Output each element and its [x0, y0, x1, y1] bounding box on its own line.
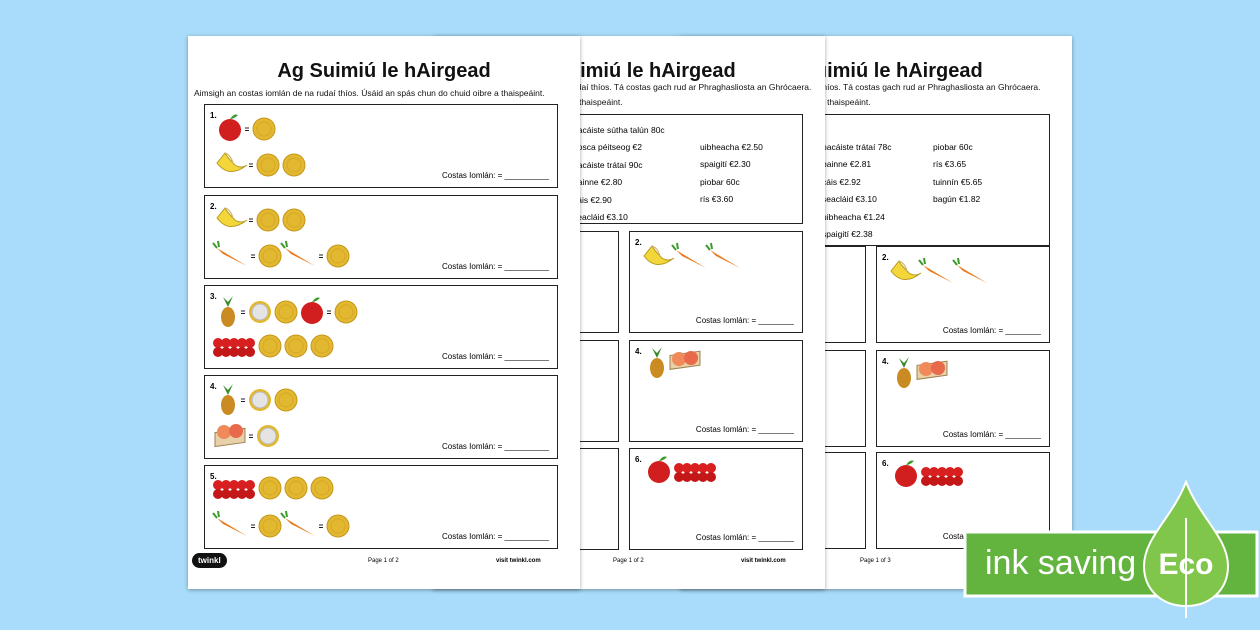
price-item: pacáiste trátaí 78c — [822, 142, 892, 152]
price-item: piobar 60c — [700, 176, 740, 187]
site-link: visit twinkl.com — [496, 558, 541, 564]
pictures — [890, 257, 987, 283]
pictures — [643, 242, 740, 268]
pictures — [212, 476, 350, 538]
price-item: tuinnín €5.65 — [933, 176, 983, 187]
total-cost: Costas Iomlán: = __________ — [442, 532, 549, 541]
question-number: 2. — [882, 253, 889, 262]
total-cost: Costas Iomlán: = ________ — [695, 533, 794, 542]
total-cost: Costas Iomlán: = __________ — [442, 262, 549, 271]
price-item: cáis €2.90 — [573, 194, 612, 205]
price-item: bagún €1.82 — [933, 194, 981, 205]
question-box: 5. Costas Iomlán: = __________ — [204, 465, 558, 549]
badge-text: ink saving — [985, 544, 1136, 582]
page-number: Page 1 of 2 — [368, 558, 399, 564]
question-box: 3. Costas Iomlán: = __________ — [204, 285, 558, 369]
price-item: bainne €2.81 — [822, 159, 872, 170]
price-item: spaigití €2.38 — [822, 229, 873, 240]
instructions: a thaispeáint. — [820, 97, 871, 107]
price-item: uibheacha €2.50 — [700, 142, 763, 152]
question-box: 2. Costas Iomlán: = __________ — [204, 195, 558, 279]
price-item: uibheacha €1.24 — [822, 211, 885, 222]
question-number: 2. — [210, 202, 217, 211]
price-item: pacáiste trátaí 90c — [573, 159, 643, 170]
price-column: pacáiste sútha talún 80c bosca péitseog €… — [573, 122, 665, 226]
question-number: 6. — [882, 459, 889, 468]
question-number: 6. — [635, 455, 642, 464]
total-cost: Costas Iomlán: = ________ — [695, 316, 794, 325]
price-item: piobar 60c — [933, 142, 973, 152]
question-number: 4. — [635, 347, 642, 356]
question-box: 4. Costas Iomlán: = ________ — [629, 340, 803, 442]
question-box: 2. Costas Iomlán: = ________ — [876, 246, 1050, 343]
instructions: udaí thíos. Tá costas gach rud ar Phragh… — [572, 82, 812, 92]
page-title: Ag Suimiú le hAirgead — [277, 60, 491, 82]
total-cost: Costas Iomlán: = ________ — [942, 326, 1041, 335]
question-box: 6. Costas Iomlán: = ________ — [629, 448, 803, 550]
question-box: 4. Costas Iomlán: = __________ — [204, 375, 558, 459]
question-number: 5. — [210, 472, 217, 481]
page-number: Page 1 of 3 — [860, 558, 891, 564]
question-number: 4. — [882, 357, 889, 366]
question-box: 4. Costas Iomlán: = ________ — [876, 350, 1050, 447]
pictures — [213, 296, 358, 358]
price-column: uibheacha €2.50 spaigití €2.30 piobar 60c r… — [700, 139, 763, 209]
question-box: 1. Costas Iomlán: = __________ — [204, 104, 558, 188]
price-item: bosca péitseog €2 — [573, 142, 642, 153]
pictures — [648, 456, 716, 483]
badge-label: Eco — [1158, 548, 1213, 581]
pictures — [650, 347, 701, 378]
question-number: 2. — [635, 238, 642, 247]
instructions: a thaispeáint. — [572, 97, 623, 107]
total-cost: Costas Iomlán: = ________ — [695, 425, 794, 434]
pictures — [897, 357, 948, 388]
total-cost: Costas Iomlán: = __________ — [442, 171, 549, 180]
price-item: cáis €2.92 — [822, 176, 861, 187]
price-item: spaigití €2.30 — [700, 159, 751, 170]
question-number: 4. — [210, 382, 217, 391]
question-number: 3. — [210, 292, 217, 301]
total-cost: Costas Iomlán: = __________ — [442, 442, 549, 451]
instructions: Aimsigh an costas iomlán de na rudaí thí… — [194, 88, 545, 98]
total-cost: Costas Iomlán: = __________ — [442, 352, 549, 361]
price-item: rís €3.60 — [700, 194, 734, 205]
price-item: seacláid €3.10 — [573, 212, 628, 223]
price-column: pacáiste trátaí 78c bainne €2.81 cáis €2.9… — [822, 139, 891, 243]
price-item: bainne €2.80 — [573, 177, 623, 188]
page-number: Page 1 of 2 — [613, 558, 644, 564]
total-cost: Costas Iomlán: = ________ — [942, 430, 1041, 439]
price-column: piobar 60c rís €3.65 tuinnín €5.65 bagún €1… — [933, 139, 982, 209]
pictures — [212, 207, 350, 268]
site-link: visit twinkl.com — [741, 558, 786, 564]
question-number: 1. — [210, 111, 217, 120]
pictures — [895, 460, 963, 487]
price-item: pacáiste sútha talún 80c — [573, 125, 665, 135]
question-box: 2. Costas Iomlán: = ________ — [629, 231, 803, 333]
price-item: seacláid €3.10 — [822, 194, 877, 205]
price-item: rís €3.65 — [933, 159, 967, 170]
twinkl-logo: twinkl — [192, 553, 227, 568]
pictures — [216, 114, 306, 177]
instructions: thíos. Tá costas gach rud ar Phraghaslio… — [820, 82, 1041, 92]
worksheet-page: Ag Suimiú le hAirgead Aimsigh an costas i… — [188, 36, 580, 589]
eco-badge: ink saving Eco — [963, 479, 1259, 618]
pictures — [214, 384, 298, 448]
